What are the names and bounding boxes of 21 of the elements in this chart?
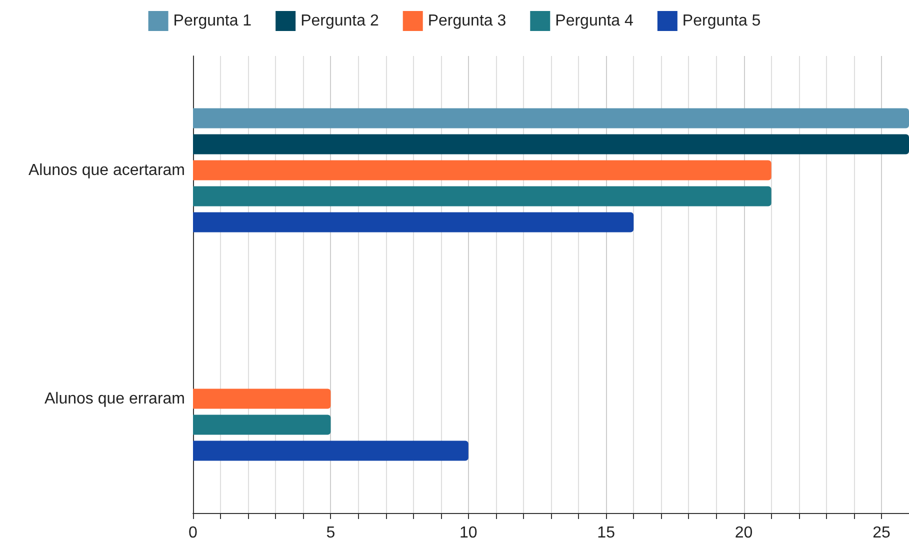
bar <box>193 186 772 206</box>
legend-label: Pergunta 4 <box>555 12 634 30</box>
bar <box>193 388 331 409</box>
x-tick-label: 0 <box>188 524 198 542</box>
legend-label: Pergunta 1 <box>173 12 252 30</box>
x-tick-label: 5 <box>326 524 336 542</box>
x-tick-label: 20 <box>734 524 753 542</box>
bar <box>193 440 468 461</box>
y-tick-label: Alunos que acertaram <box>28 162 185 179</box>
x-tick-label: 25 <box>872 524 890 542</box>
legend-label: Pergunta 3 <box>428 12 506 30</box>
legend-label: Pergunta 5 <box>682 12 761 30</box>
bar <box>193 134 909 154</box>
y-tick-label: Alunos que erraram <box>44 390 185 408</box>
bar <box>193 212 634 232</box>
bar <box>193 160 772 180</box>
x-tick-label: 15 <box>597 524 616 542</box>
bar <box>193 108 909 128</box>
legend-label: Pergunta 2 <box>300 12 379 30</box>
bar <box>193 414 331 435</box>
x-tick-label: 10 <box>459 524 478 542</box>
